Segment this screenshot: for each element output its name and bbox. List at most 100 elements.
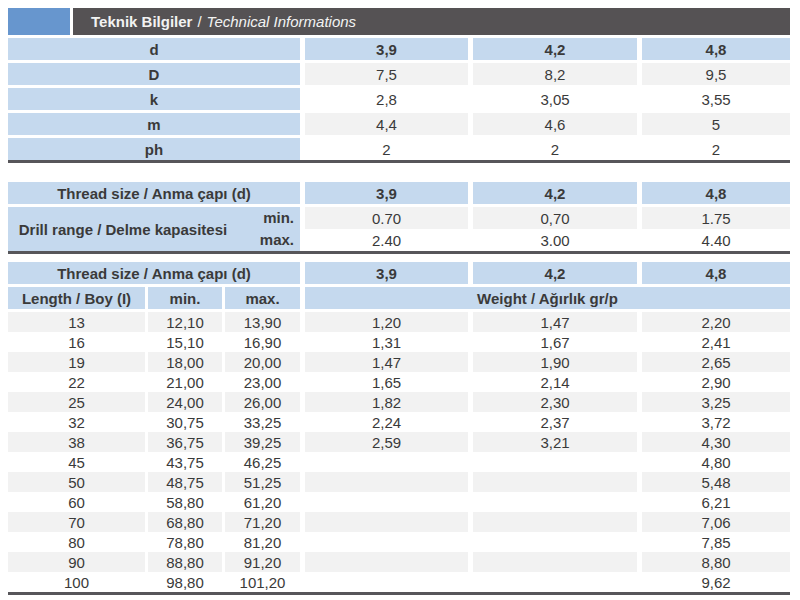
weight-cell — [468, 512, 637, 532]
drill-range-label-cell: Drill range / Delme kapasitesi min. max. — [8, 207, 300, 251]
weight-cell: 3,25 — [637, 392, 790, 412]
weight-cell: 2,20 — [637, 312, 790, 332]
weight-cell: 1,47 — [468, 312, 637, 332]
dimension-value: 4,8 — [637, 38, 790, 63]
max-cell: 16,90 — [222, 332, 300, 352]
max-label: max. — [238, 229, 294, 251]
max-cell: 46,25 — [222, 452, 300, 472]
section-title-tr: Teknik Bilgiler — [91, 13, 192, 30]
length-cell: 50 — [8, 472, 145, 492]
min-cell: 12,10 — [145, 312, 222, 332]
max-cell: 23,00 — [222, 372, 300, 392]
max-cell: 39,25 — [222, 432, 300, 452]
max-cell: 101,20 — [222, 572, 300, 592]
length-row: 32 30,75 33,25 2,24 2,37 3,72 — [8, 412, 790, 432]
weight-cell — [300, 572, 468, 592]
weight-cell: 7,85 — [637, 532, 790, 552]
size-header: 4,2 — [468, 182, 637, 207]
drill-min-value: 0,70 — [468, 207, 637, 229]
length-cell: 60 — [8, 492, 145, 512]
weight-cell — [300, 472, 468, 492]
dimensions-table: d 3,9 4,2 4,8 D 7,5 8,2 9,5 k 2,8 3,05 3… — [8, 38, 790, 163]
drill-max-value: 4.40 — [637, 229, 790, 251]
dimension-value: 3,55 — [637, 88, 790, 113]
weight-cell — [468, 532, 637, 552]
weight-cell — [468, 572, 637, 592]
weight-cell — [468, 452, 637, 472]
length-row: 19 18,00 20,00 1,47 1,90 2,65 — [8, 352, 790, 372]
dimension-value: 2,8 — [300, 88, 468, 113]
weight-cell: 2,65 — [637, 352, 790, 372]
dimension-value: 2 — [637, 138, 790, 160]
dimension-row: D 7,5 8,2 9,5 — [8, 63, 790, 88]
length-row: 70 68,80 71,20 7,06 — [8, 512, 790, 532]
max-cell: 61,20 — [222, 492, 300, 512]
weight-cell: 8,80 — [637, 552, 790, 572]
section-title-en: Technical Informations — [207, 13, 357, 30]
section-title-separator: / — [197, 13, 201, 30]
length-cell: 25 — [8, 392, 145, 412]
min-column-header: min. — [145, 287, 222, 312]
length-row: 45 43,75 46,25 4,80 — [8, 452, 790, 472]
weight-cell: 1,47 — [300, 352, 468, 372]
dimension-label: k — [8, 88, 300, 113]
weight-cell: 3,72 — [637, 412, 790, 432]
dimension-value: 5 — [637, 113, 790, 138]
drill-min-value: 1.75 — [637, 207, 790, 229]
dimension-row: m 4,4 4,6 5 — [8, 113, 790, 138]
length-row: 50 48,75 51,25 5,48 — [8, 472, 790, 492]
length-cell: 100 — [8, 572, 145, 592]
weight-cell: 2,41 — [637, 332, 790, 352]
weight-cell: 9,62 — [637, 572, 790, 592]
thread-size-label: Thread size / Anma çapı (d) — [8, 182, 300, 207]
size-header: 4,8 — [637, 262, 790, 287]
min-cell: 68,80 — [145, 512, 222, 532]
length-cell: 80 — [8, 532, 145, 552]
length-cell: 16 — [8, 332, 145, 352]
min-cell: 88,80 — [145, 552, 222, 572]
dimension-value: 2 — [468, 138, 637, 160]
length-row: 90 88,80 91,20 8,80 — [8, 552, 790, 572]
min-cell: 98,80 — [145, 572, 222, 592]
length-row: 80 78,80 81,20 7,85 — [8, 532, 790, 552]
max-cell: 13,90 — [222, 312, 300, 332]
dimension-value: 3,9 — [300, 38, 468, 63]
max-cell: 91,20 — [222, 552, 300, 572]
weight-cell: 7,06 — [637, 512, 790, 532]
drill-max-value: 3.00 — [468, 229, 637, 251]
weight-cell — [468, 552, 637, 572]
weight-cell: 1,90 — [468, 352, 637, 372]
length-row: 38 36,75 39,25 2,59 3,21 4,30 — [8, 432, 790, 452]
weight-cell — [300, 452, 468, 472]
weight-cell: 1,67 — [468, 332, 637, 352]
thread-size-label: Thread size / Anma çapı (d) — [8, 262, 300, 287]
dimension-value: 8,2 — [468, 63, 637, 88]
dimension-row: k 2,8 3,05 3,55 — [8, 88, 790, 113]
length-row: 16 15,10 16,90 1,31 1,67 2,41 — [8, 332, 790, 352]
dimension-value: 4,6 — [468, 113, 637, 138]
length-row: 13 12,10 13,90 1,20 1,47 2,20 — [8, 312, 790, 332]
length-row: 22 21,00 23,00 1,65 2,14 2,90 — [8, 372, 790, 392]
length-row: 60 58,80 61,20 6,21 — [8, 492, 790, 512]
weight-cell: 2,59 — [300, 432, 468, 452]
weight-cell — [300, 532, 468, 552]
dimension-value: 3,05 — [468, 88, 637, 113]
weight-cell: 1,31 — [300, 332, 468, 352]
weight-cell — [468, 472, 637, 492]
max-cell: 33,25 — [222, 412, 300, 432]
weight-cell: 5,48 — [637, 472, 790, 492]
weight-cell — [468, 492, 637, 512]
min-cell: 30,75 — [145, 412, 222, 432]
length-table-column-header-row: Length / Boy (I) min. max. Weight / Ağır… — [8, 287, 790, 312]
drill-min-value: 0.70 — [300, 207, 468, 229]
dimension-row: ph 2 2 2 — [8, 138, 790, 160]
min-cell: 78,80 — [145, 532, 222, 552]
max-cell: 20,00 — [222, 352, 300, 372]
min-cell: 43,75 — [145, 452, 222, 472]
weight-cell: 1,82 — [300, 392, 468, 412]
length-weight-table: Thread size / Anma çapı (d) 3,9 4,2 4,8 … — [8, 262, 790, 595]
dimension-label: ph — [8, 138, 300, 160]
dimension-value: 4,4 — [300, 113, 468, 138]
weight-cell — [300, 512, 468, 532]
max-cell: 71,20 — [222, 512, 300, 532]
